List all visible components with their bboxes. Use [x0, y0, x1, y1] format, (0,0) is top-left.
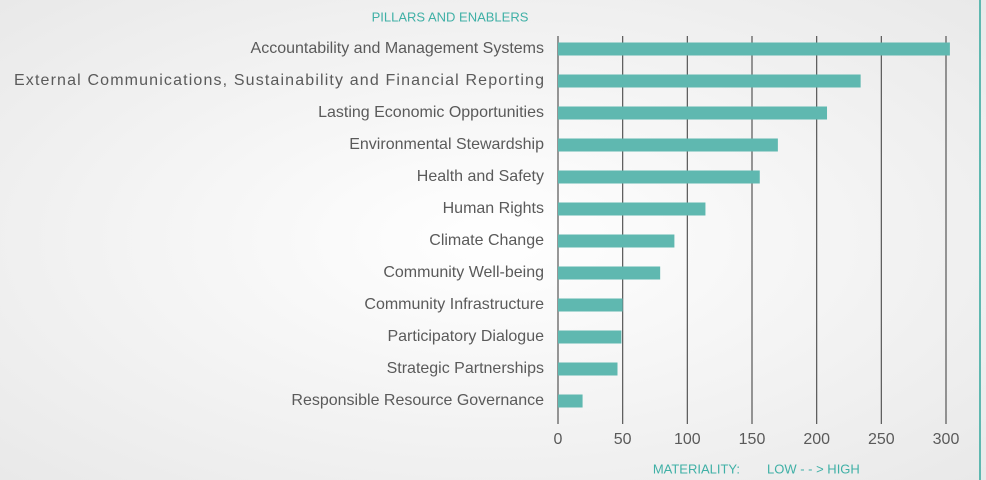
bar [558, 170, 760, 184]
category-label: Community Infrastructure [364, 296, 544, 313]
bar [558, 266, 661, 280]
category-label: Strategic Partnerships [387, 360, 544, 377]
category-label: Lasting Economic Opportunities [318, 104, 544, 121]
category-label: Responsible Resource Governance [291, 392, 544, 409]
bar [558, 42, 950, 56]
bar [558, 106, 828, 120]
category-label: Participatory Dialogue [387, 328, 544, 345]
category-label: Human Rights [443, 200, 544, 217]
bar [558, 202, 706, 216]
category-label: Accountability and Management Systems [251, 40, 544, 57]
category-label: Health and Safety [417, 168, 544, 185]
bar [558, 74, 861, 88]
category-label: External Communications, Sustainability … [14, 72, 544, 89]
x-tick-label: 200 [803, 431, 830, 448]
x-tick-label: 300 [933, 431, 960, 448]
x-tick-label: 100 [674, 431, 701, 448]
chart-title: PILLARS AND ENABLERS [372, 9, 529, 24]
x-axis-label: MATERIALITY: [653, 461, 740, 476]
x-tick-label: 0 [554, 431, 563, 448]
bar [558, 362, 618, 376]
bar [558, 138, 778, 152]
category-label: Community Well-being [383, 264, 544, 281]
x-tick-label: 250 [868, 431, 895, 448]
x-tick-label: 50 [614, 431, 632, 448]
x-tick-label: 150 [739, 431, 766, 448]
bar [558, 234, 675, 248]
bar [558, 298, 623, 312]
category-label: Climate Change [429, 232, 544, 249]
bar [558, 394, 583, 408]
category-label: Environmental Stewardship [349, 136, 544, 153]
x-axis-note: LOW - - > HIGH [767, 461, 860, 476]
bar [558, 330, 622, 344]
